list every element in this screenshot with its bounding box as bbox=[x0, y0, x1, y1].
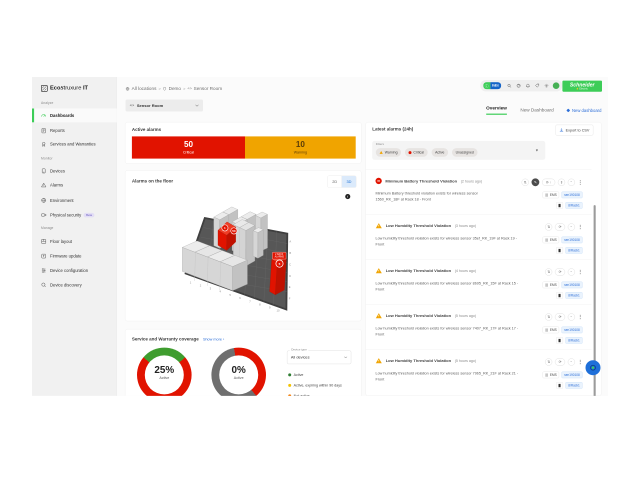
svg-text:3: 3 bbox=[210, 287, 212, 291]
svg-text:8: 8 bbox=[259, 302, 261, 306]
svg-text:50: 50 bbox=[232, 229, 236, 233]
svg-text:A: A bbox=[289, 240, 291, 244]
svg-text:C: C bbox=[289, 262, 291, 266]
svg-text:5: 5 bbox=[229, 293, 231, 297]
svg-text:ALARMS: ALARMS bbox=[275, 256, 285, 259]
svg-text:F: F bbox=[289, 297, 291, 301]
svg-text:2 RACK: 2 RACK bbox=[275, 253, 284, 256]
svg-text:B: B bbox=[289, 251, 291, 255]
svg-text:4: 4 bbox=[220, 290, 222, 294]
svg-text:5: 5 bbox=[279, 262, 281, 266]
svg-text:D: D bbox=[289, 274, 291, 278]
svg-text:9: 9 bbox=[269, 306, 271, 310]
svg-text:7: 7 bbox=[249, 299, 251, 303]
svg-text:1: 1 bbox=[190, 280, 192, 284]
svg-text:10: 10 bbox=[277, 309, 280, 313]
svg-text:1: 1 bbox=[224, 226, 226, 230]
svg-text:6: 6 bbox=[239, 296, 241, 300]
svg-text:2: 2 bbox=[200, 283, 202, 287]
svg-text:E: E bbox=[289, 285, 291, 289]
